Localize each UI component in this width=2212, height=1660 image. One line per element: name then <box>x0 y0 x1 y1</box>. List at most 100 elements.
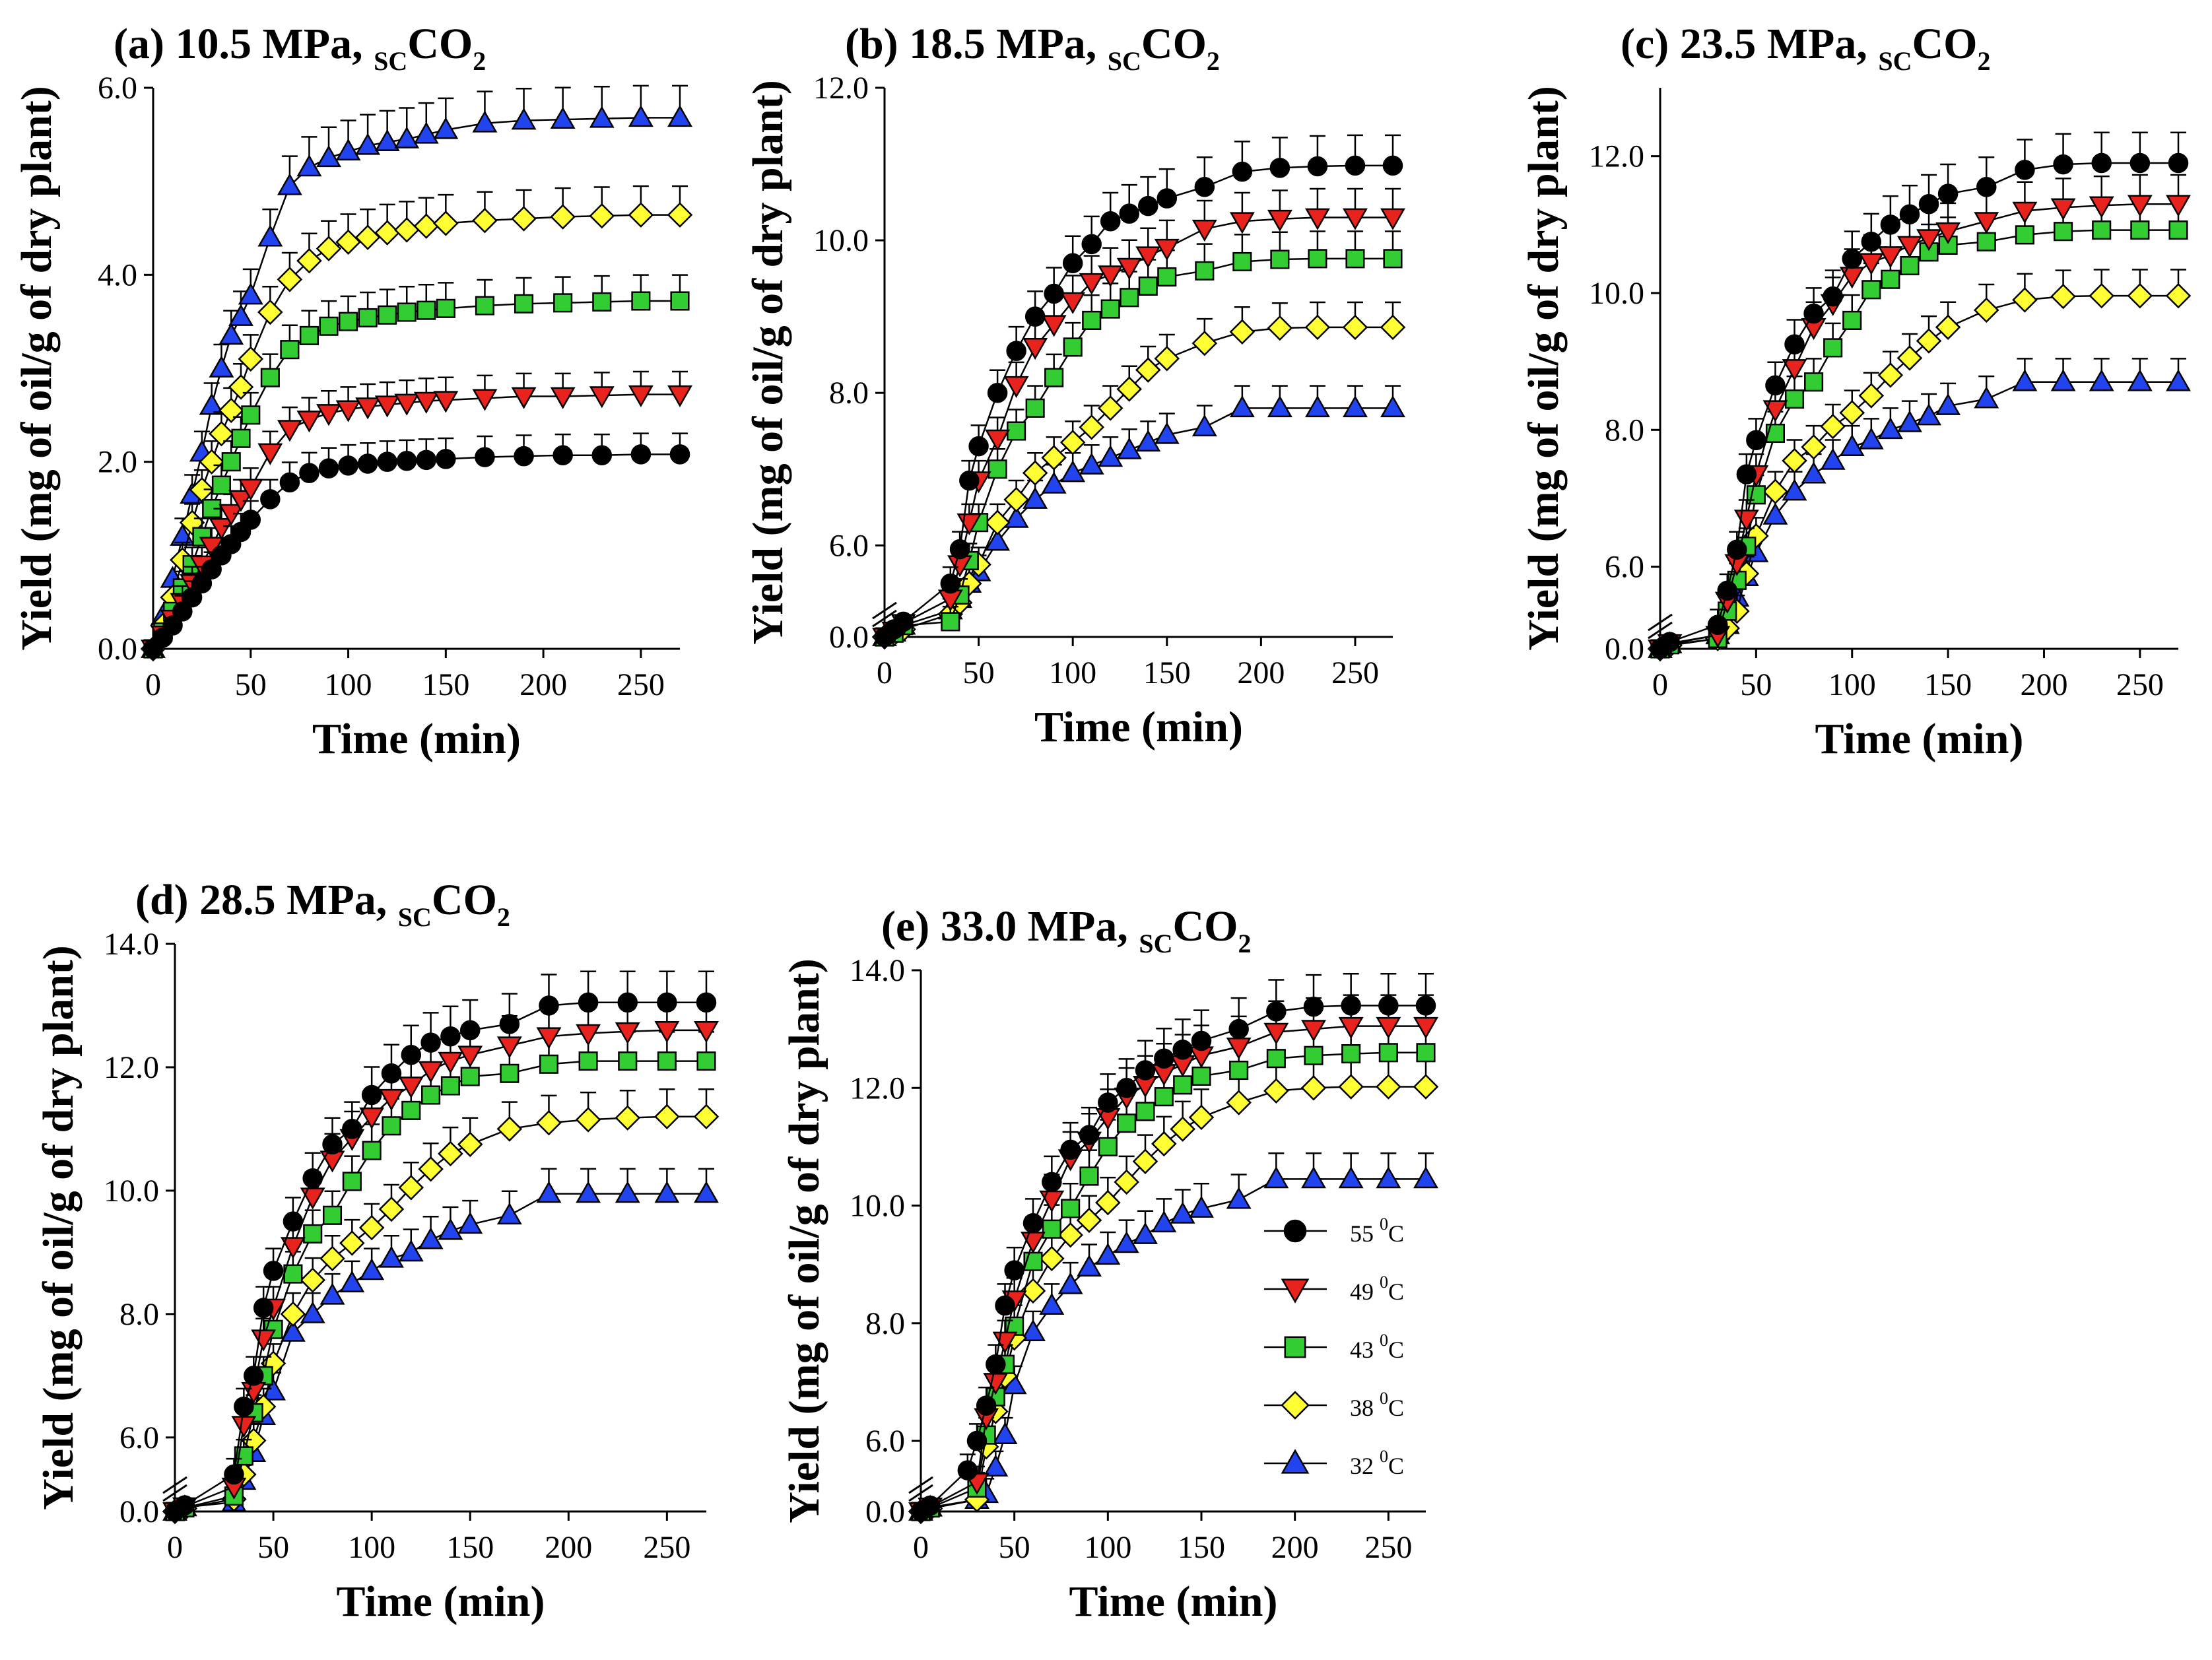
data-point <box>1042 1219 1061 1239</box>
y-tick-label: 8.0 <box>865 1306 905 1341</box>
data-point <box>2091 152 2112 174</box>
data-point <box>1229 212 1255 234</box>
data-point <box>283 1211 304 1232</box>
data-point <box>413 391 439 414</box>
data-point <box>1304 395 1330 418</box>
data-point <box>1307 156 1328 177</box>
data-point <box>1842 310 1862 330</box>
data-point <box>1896 345 1923 371</box>
panel-title: (c) 23.5 MPa, SCCO2 <box>1621 20 1991 76</box>
data-point <box>615 1181 640 1203</box>
data-point <box>696 1051 716 1071</box>
x-tick-label: 200 <box>545 1530 592 1565</box>
data-point <box>499 1014 520 1034</box>
data-point <box>1076 1207 1102 1234</box>
data-point <box>1061 1199 1081 1218</box>
data-point <box>1376 1074 1401 1100</box>
data-point <box>1861 231 1882 252</box>
data-point <box>228 304 253 326</box>
data-point <box>1413 1074 1439 1100</box>
y-tick-label: 6.0 <box>865 1424 905 1459</box>
data-point <box>1195 261 1215 281</box>
y-tick-label: 6.0 <box>1605 550 1644 585</box>
data-point <box>536 1181 562 1203</box>
data-point <box>1976 177 1997 197</box>
data-point <box>1063 337 1083 357</box>
series-32-0C <box>141 84 692 658</box>
data-point <box>1151 1210 1177 1233</box>
y-tick-label: 0.0 <box>119 1494 159 1529</box>
data-point <box>472 110 498 133</box>
data-point <box>319 1282 345 1305</box>
data-point <box>667 202 693 228</box>
data-point <box>2054 222 2073 242</box>
legend-item: 38 0C <box>1264 1389 1404 1421</box>
data-point <box>1021 1319 1046 1342</box>
data-point <box>224 1464 244 1485</box>
data-point <box>496 1202 522 1225</box>
data-point <box>1191 219 1217 242</box>
data-point <box>1135 1102 1155 1121</box>
data-point <box>589 386 615 409</box>
data-point <box>1382 155 1403 176</box>
data-point <box>1303 997 1324 1017</box>
data-point <box>1188 1104 1215 1131</box>
data-point <box>1839 434 1865 457</box>
data-point <box>300 1267 325 1293</box>
data-point <box>1820 413 1846 440</box>
data-point <box>1004 1260 1024 1280</box>
y-axis-label: Yield (mg of oil/g of dry plant) <box>780 958 828 1523</box>
legend-marker <box>1283 1219 1307 1243</box>
x-tick-label: 100 <box>1828 667 1876 702</box>
x-tick-label: 0 <box>913 1530 929 1565</box>
data-point <box>550 106 576 129</box>
data-point <box>1416 1043 1436 1063</box>
data-point <box>1060 292 1086 314</box>
data-point <box>296 411 322 433</box>
series-55-0C <box>874 134 1403 647</box>
data-point <box>1044 368 1064 387</box>
data-point <box>1079 1166 1099 1186</box>
data-point <box>355 133 381 155</box>
data-point <box>280 1301 306 1327</box>
x-tick-label: 0 <box>167 1530 183 1565</box>
data-point <box>436 449 456 469</box>
legend-label: 32 0C <box>1350 1447 1404 1479</box>
data-point <box>694 1021 719 1044</box>
panel-title: (e) 33.0 MPa, SCCO2 <box>881 902 1252 958</box>
data-point <box>1100 299 1120 319</box>
data-point <box>1267 395 1292 418</box>
data-point <box>475 296 494 315</box>
y-tick-label: 4.0 <box>98 257 137 292</box>
data-point <box>418 1156 444 1182</box>
data-point <box>457 1212 483 1234</box>
data-point <box>280 340 300 360</box>
data-point <box>1304 314 1331 341</box>
data-point <box>1120 288 1139 308</box>
data-point <box>1736 464 1757 484</box>
data-point <box>987 382 1008 403</box>
data-point <box>1338 1074 1364 1100</box>
data-point <box>2012 201 2038 224</box>
series-55-0C <box>1650 131 2189 659</box>
data-point <box>1135 246 1161 269</box>
data-point <box>1117 1113 1137 1133</box>
data-point <box>1173 1075 1193 1095</box>
data-point <box>382 1116 401 1136</box>
data-point <box>1378 1043 1398 1063</box>
x-tick-label: 150 <box>1924 667 1972 702</box>
x-tick-label: 100 <box>325 667 372 702</box>
data-point <box>361 1084 382 1106</box>
data-point <box>1059 430 1086 455</box>
data-point <box>257 443 283 465</box>
data-point <box>615 1022 640 1045</box>
data-point <box>260 368 280 387</box>
data-point <box>299 325 319 345</box>
data-point <box>2012 369 2038 391</box>
data-point <box>693 1104 720 1130</box>
data-point <box>576 1181 601 1203</box>
data-point <box>358 308 378 328</box>
data-point <box>1304 208 1330 230</box>
data-point <box>192 527 212 547</box>
